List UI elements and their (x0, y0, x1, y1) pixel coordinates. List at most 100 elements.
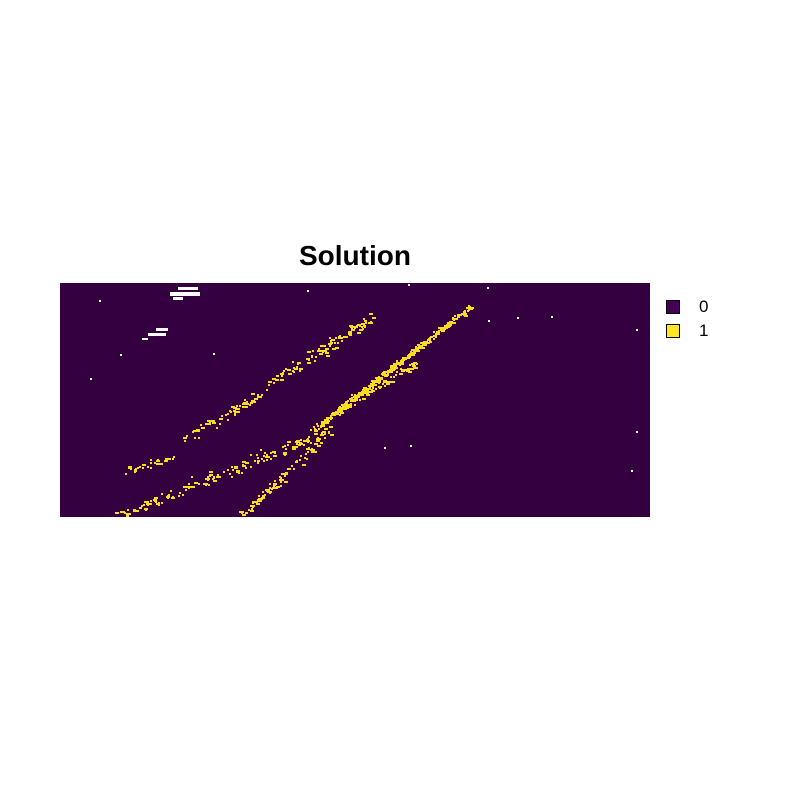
selected-cell (392, 365, 394, 367)
selected-cell (307, 362, 311, 364)
selected-cell (368, 388, 370, 390)
selected-cell (365, 322, 367, 324)
selected-cell (252, 400, 254, 402)
selected-cell (171, 497, 175, 499)
selected-cell (433, 335, 437, 337)
selected-cell (198, 437, 200, 439)
selected-cell (318, 428, 320, 430)
selected-cell (282, 446, 284, 448)
selected-cell (359, 399, 361, 401)
selected-cell (137, 467, 139, 469)
selected-cell (320, 350, 322, 352)
selected-cell (343, 407, 345, 409)
selected-cell (382, 383, 384, 385)
selected-cell (312, 350, 314, 352)
selected-cell (279, 476, 281, 478)
selected-cell (314, 360, 316, 362)
selected-cell (270, 452, 272, 454)
selected-cell (357, 332, 361, 334)
selected-cell (307, 441, 309, 443)
selected-cell (252, 501, 254, 503)
selected-cell (273, 382, 275, 384)
selected-cell (232, 469, 234, 471)
selected-cell (154, 462, 156, 464)
selected-cell (363, 390, 365, 392)
selected-cell (245, 467, 247, 469)
selected-cell (258, 495, 260, 497)
selected-cell (231, 406, 235, 408)
legend-item-1: 1 (666, 322, 708, 340)
selected-cell (350, 404, 352, 406)
selected-cell (140, 507, 142, 509)
selected-cell (347, 400, 349, 402)
selected-cell (251, 393, 255, 395)
selected-cell (242, 465, 244, 467)
selected-cell (282, 372, 284, 374)
selected-cell (209, 471, 213, 473)
selected-cell (446, 326, 448, 328)
selected-cell (205, 478, 209, 480)
selected-cell (451, 321, 453, 323)
selected-cell (363, 318, 365, 320)
selected-cell (335, 347, 339, 349)
selected-cell (351, 329, 355, 331)
selected-cell (302, 464, 306, 466)
selected-cell (127, 515, 129, 517)
selected-cell (345, 408, 347, 410)
selected-cell (262, 495, 264, 497)
selected-cell (396, 371, 398, 373)
selected-cell (186, 435, 188, 437)
selected-cell (256, 454, 258, 456)
selected-cell (399, 364, 401, 366)
selected-cell (143, 504, 145, 506)
selected-cell (407, 368, 411, 370)
selected-cell (254, 398, 258, 400)
selected-cell (339, 409, 343, 411)
selected-cell (408, 355, 410, 357)
selected-cell (284, 454, 286, 456)
selected-cell (147, 466, 149, 468)
selected-cell (424, 341, 428, 343)
selected-cell (252, 506, 254, 508)
selected-cell (158, 502, 160, 504)
selected-cell (387, 381, 391, 383)
selected-cell (188, 483, 190, 485)
selected-cell (256, 501, 258, 503)
selected-cell (287, 444, 289, 446)
selected-cell (219, 423, 221, 425)
selected-cell (154, 497, 158, 499)
selected-cell (266, 456, 270, 458)
selected-cell (377, 381, 381, 383)
selected-cell (387, 372, 389, 374)
legend-swatch-1 (666, 324, 680, 338)
selected-cell (150, 500, 152, 502)
selected-cell (324, 428, 328, 430)
selected-cell (320, 345, 322, 347)
selected-cell (361, 326, 363, 328)
selected-cell (170, 490, 172, 492)
selected-cell (393, 363, 395, 365)
selected-cell (350, 334, 352, 336)
selected-cell (158, 504, 160, 506)
selected-cell (269, 487, 271, 489)
selected-cell (270, 381, 272, 383)
selected-cell (169, 458, 171, 460)
selected-cell (254, 460, 256, 462)
selected-cell (196, 430, 200, 432)
selected-cell (354, 396, 356, 398)
nodata-cell (636, 329, 638, 331)
selected-cell (186, 486, 190, 488)
selected-cell (400, 368, 402, 370)
selected-cell (266, 454, 268, 456)
selected-cell (236, 411, 238, 413)
selected-cell (324, 437, 326, 439)
selected-cell (303, 444, 305, 446)
nodata-cell (120, 354, 122, 356)
selected-cell (396, 360, 398, 362)
selected-cell (257, 396, 259, 398)
selected-cell (144, 508, 148, 510)
selected-cell (250, 510, 254, 512)
selected-cell (320, 426, 322, 428)
selected-cell (429, 340, 431, 342)
selected-cell (297, 362, 299, 364)
